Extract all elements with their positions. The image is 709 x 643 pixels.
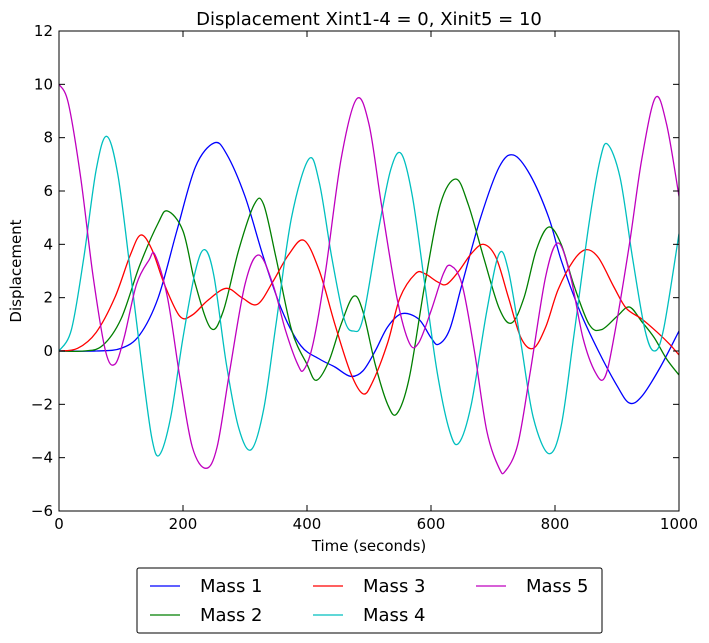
- chart-title: Displacement Xint1-4 = 0, Xinit5 = 10: [196, 9, 542, 30]
- x-tick-label: 1000: [660, 515, 698, 533]
- x-axis-label: Time (seconds): [311, 537, 427, 555]
- y-tick-label: −4: [31, 449, 53, 467]
- legend-label-mass-3: Mass 3: [363, 576, 426, 597]
- plot-area: [59, 31, 679, 511]
- ticks-layer: 0 200 400 600 800 1000 −6 −4 −2 0 2 4 6 8 10 12: [31, 22, 698, 533]
- y-axis-label: Displacement: [7, 219, 25, 322]
- series-layer: [59, 83, 679, 475]
- series-line-mass-2: [59, 178, 679, 416]
- legend-box: [136, 567, 603, 634]
- legend-label-mass-5: Mass 5: [526, 576, 589, 597]
- x-tick-label: 400: [293, 515, 322, 533]
- x-tick-label: 800: [541, 515, 570, 533]
- x-tick-label: 0: [54, 515, 64, 533]
- series-line-mass-4: [59, 135, 679, 457]
- y-tick-label: 6: [43, 182, 53, 200]
- series-line-mass-3: [59, 234, 679, 395]
- x-tick-label: 600: [417, 515, 446, 533]
- y-tick-label: −6: [31, 502, 53, 520]
- legend-label-mass-4: Mass 4: [363, 605, 426, 626]
- legend: Mass 1 Mass 2 Mass 3 Mass 4 Mass 5: [150, 576, 589, 626]
- y-tick-label: 2: [43, 289, 53, 307]
- y-tick-label: 4: [43, 235, 53, 253]
- legend-label-mass-1: Mass 1: [200, 576, 263, 597]
- x-tick-label: 200: [169, 515, 198, 533]
- y-tick-label: 0: [43, 342, 53, 360]
- y-tick-label: −2: [31, 395, 53, 413]
- y-tick-label: 12: [34, 22, 53, 40]
- plot-frame: [58, 30, 680, 512]
- legend-label-mass-2: Mass 2: [200, 605, 263, 626]
- series-line-mass-5: [59, 83, 679, 475]
- y-tick-label: 10: [34, 75, 53, 93]
- y-tick-label: 8: [43, 129, 53, 147]
